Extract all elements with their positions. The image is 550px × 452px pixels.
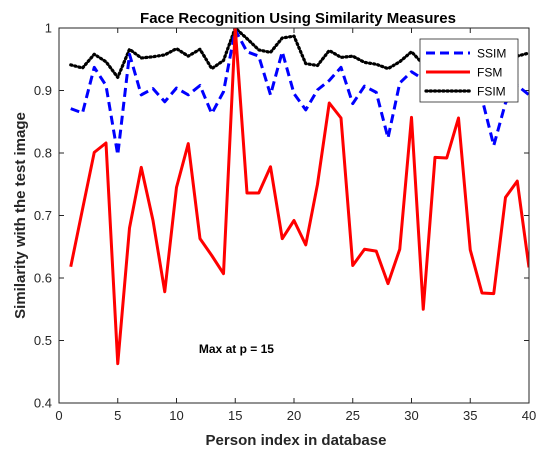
y-tick-label: 1	[45, 21, 52, 36]
max-annotation: Max at p = 15	[199, 342, 274, 356]
x-axis-title: Person index in database	[206, 432, 387, 449]
legend-label-fsm: FSM	[477, 66, 502, 80]
x-tick-label: 30	[404, 408, 418, 423]
y-tick-label: 0.5	[34, 333, 52, 348]
chart-title: Face Recognition Using Similarity Measur…	[140, 10, 456, 27]
x-tick-label: 5	[114, 408, 121, 423]
x-tick-label: 25	[346, 408, 360, 423]
x-tick-label: 20	[287, 408, 301, 423]
legend-label-ssim: SSIM	[477, 47, 506, 61]
y-tick-label: 0.9	[34, 83, 52, 98]
x-tick-label: 35	[463, 408, 477, 423]
legend-label-fsim: FSIM	[477, 85, 506, 99]
x-tick-label: 40	[522, 408, 536, 423]
x-tick-label: 10	[169, 408, 183, 423]
y-axis-title: Similarity with the test image	[12, 112, 29, 319]
x-tick-label: 0	[55, 408, 62, 423]
series-line-fsm	[69, 28, 529, 366]
y-tick-label: 0.6	[34, 271, 52, 286]
annotations: Max at p = 15	[199, 342, 274, 356]
tick-labels: 0 5 10 15 20 25 30 35 40 0.4 0.5 0.6 0.7 0.8 0.9 1	[34, 21, 536, 424]
x-tick-label: 15	[228, 408, 242, 423]
legend: SSIM FSM FSIM	[419, 38, 519, 103]
y-tick-label: 0.8	[34, 146, 52, 161]
y-tick-label: 0.7	[34, 208, 52, 223]
plot-frame	[58, 27, 530, 404]
y-tick-label: 0.4	[34, 396, 52, 411]
